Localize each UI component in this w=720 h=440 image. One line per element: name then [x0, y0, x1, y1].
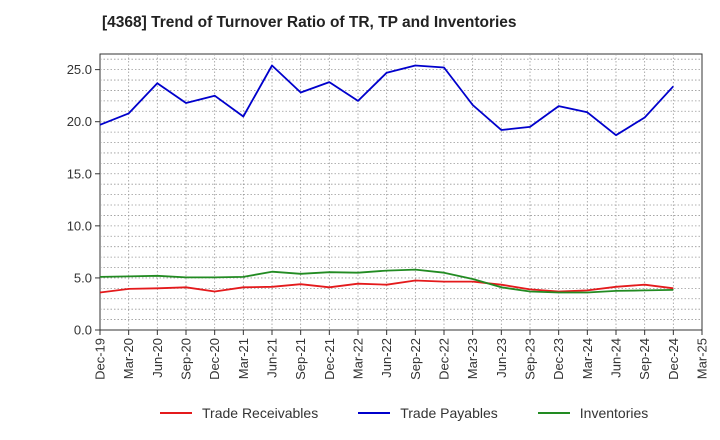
- legend-item-inventories[interactable]: Inventories: [537, 405, 649, 421]
- x-tick-label: Mar-24: [580, 338, 595, 379]
- x-tick-label: Jun-20: [150, 338, 165, 378]
- x-tick-label: Sep-20: [179, 338, 194, 380]
- series-line-inventories: [99, 268, 674, 294]
- x-tick-label: Sep-21: [293, 338, 308, 380]
- legend-label-trade-payables: Trade Payables: [400, 405, 498, 421]
- legend-label-trade-receivables: Trade Receivables: [202, 405, 319, 421]
- series-line-trade-receivables: [99, 279, 674, 294]
- legend: Trade Receivables Trade Payables Invento…: [160, 405, 688, 421]
- x-tick-label: Dec-21: [322, 338, 337, 380]
- y-tick-label: 0.0: [74, 323, 92, 338]
- legend-item-trade-receivables[interactable]: Trade Receivables: [160, 405, 318, 421]
- x-tick-label: Dec-20: [207, 338, 222, 380]
- x-tick-label: Jun-22: [379, 338, 394, 378]
- x-tick-label: Jun-21: [265, 338, 280, 378]
- legend-label-inventories: Inventories: [579, 405, 649, 421]
- y-tick-label: 10.0: [67, 218, 92, 233]
- x-tick-label: Dec-19: [93, 338, 108, 380]
- y-axis: 0.0 5.0 10.0 15.0 20.0 25.0: [67, 62, 100, 338]
- x-tick-label: Sep-22: [408, 338, 423, 380]
- legend-swatch-trade-receivables: [160, 412, 192, 414]
- x-tick-label: Mar-25: [695, 338, 710, 379]
- x-tick-label: Sep-24: [637, 338, 652, 380]
- x-tick-label: Dec-22: [437, 338, 452, 380]
- series-line-trade-payables: [99, 64, 674, 137]
- x-tick-label: Jun-23: [494, 338, 509, 378]
- legend-swatch-inventories: [537, 412, 570, 414]
- x-tick-label: Jun-24: [609, 338, 624, 378]
- y-tick-label: 5.0: [74, 270, 92, 285]
- y-tick-label: 15.0: [67, 166, 92, 181]
- x-tick-label: Sep-23: [523, 338, 538, 380]
- x-tick-label: Mar-21: [236, 338, 251, 379]
- x-tick-label: Mar-23: [465, 338, 480, 379]
- y-tick-label: 25.0: [67, 62, 92, 77]
- legend-item-trade-payables[interactable]: Trade Payables: [358, 405, 498, 421]
- series-lines: [99, 64, 674, 294]
- legend-swatch-trade-payables: [358, 412, 391, 414]
- chart-title: [4368] Trend of Turnover Ratio of TR, TP…: [102, 14, 517, 31]
- x-tick-label: Mar-20: [121, 338, 136, 379]
- y-tick-label: 20.0: [67, 114, 92, 129]
- x-tick-label: Dec-23: [551, 338, 566, 380]
- x-tick-label: Dec-24: [666, 338, 681, 380]
- x-tick-label: Mar-22: [351, 338, 366, 379]
- x-axis: Dec-19 Mar-20 Jun-20 Sep-20 Dec-20 Mar-21 Jun-…: [93, 330, 710, 380]
